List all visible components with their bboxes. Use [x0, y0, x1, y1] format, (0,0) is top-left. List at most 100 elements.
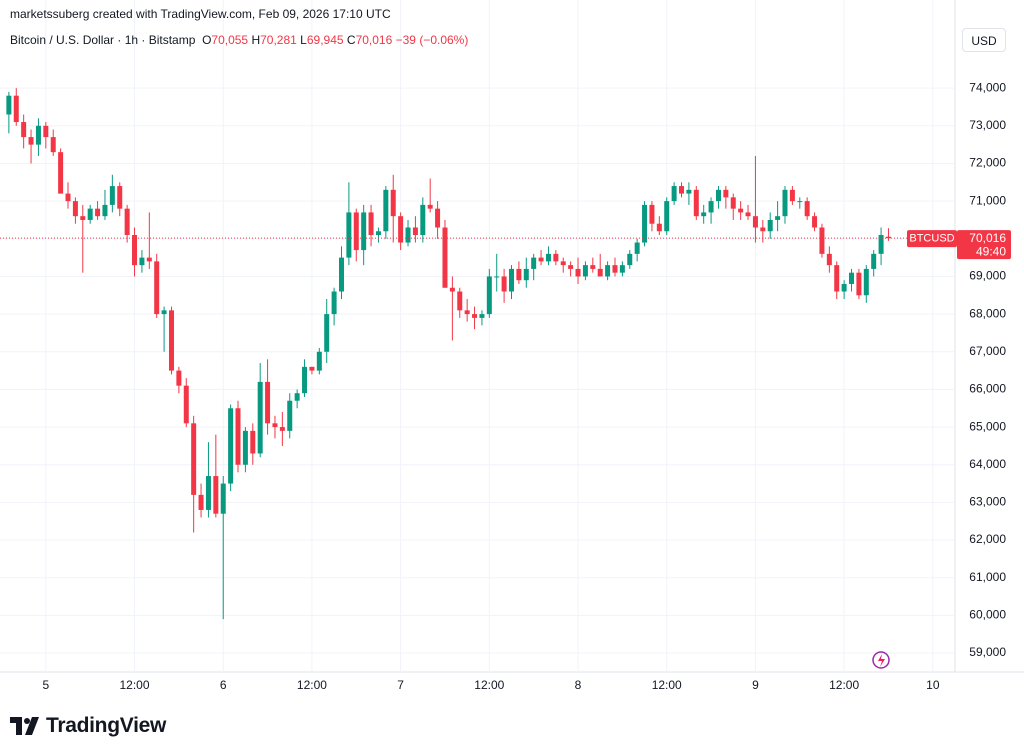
- candle-body: [65, 193, 71, 202]
- candle-body: [390, 189, 396, 217]
- y-tick-label: 64,000: [969, 457, 1006, 471]
- x-tick-label: 10: [926, 678, 940, 692]
- candle-body: [353, 212, 359, 251]
- candle-body: [302, 366, 308, 394]
- ohlc-value: 70,055: [211, 33, 249, 47]
- candle-body: [213, 476, 219, 514]
- candle-body: [161, 310, 167, 315]
- candle-body: [605, 265, 611, 277]
- candle-body: [13, 95, 19, 123]
- candle-body: [294, 393, 300, 401]
- candle-body: [568, 265, 574, 269]
- candle-body: [649, 204, 655, 224]
- candle-body: [501, 276, 507, 292]
- candle-body: [412, 227, 418, 236]
- candle-body: [715, 189, 721, 202]
- candle-body: [701, 212, 707, 217]
- ohlc-letter: O: [202, 33, 212, 47]
- candle-body: [117, 186, 123, 209]
- candle-body: [72, 201, 78, 217]
- candle-body: [316, 351, 322, 371]
- candle-body: [582, 265, 588, 277]
- ohlc-letter: C: [346, 33, 356, 47]
- candle-body: [516, 268, 522, 281]
- brand-logo: [10, 717, 39, 735]
- candle-body: [205, 476, 211, 510]
- ohlc-value: 69,945: [306, 33, 344, 47]
- candle-body: [708, 201, 714, 213]
- candle-body: [139, 257, 145, 266]
- candle-body: [693, 189, 699, 217]
- candle-body: [124, 208, 130, 236]
- candle-body: [634, 242, 640, 254]
- y-tick-label: 66,000: [969, 382, 1006, 396]
- candle-body: [760, 227, 766, 232]
- x-tick-label: 12:00: [297, 678, 327, 692]
- candle-body: [627, 253, 633, 266]
- candle-body: [331, 291, 337, 315]
- candle-body: [375, 231, 381, 236]
- candle-body: [545, 253, 551, 262]
- candle-body: [435, 208, 441, 228]
- candle-body: [35, 125, 41, 145]
- candle-body: [812, 216, 818, 228]
- y-tick-label: 59,000: [969, 645, 1006, 659]
- candle-body: [612, 265, 618, 273]
- candle-body: [494, 276, 500, 278]
- y-tick-label: 68,000: [969, 306, 1006, 320]
- candle-body: [58, 152, 64, 194]
- candle-body: [287, 400, 293, 431]
- candle-body: [671, 186, 677, 202]
- brand-name: TradingView: [46, 714, 167, 737]
- candle-body: [457, 291, 463, 311]
- candle-body: [679, 186, 685, 194]
- y-tick-label: 69,000: [969, 269, 1006, 283]
- candle-body: [257, 381, 263, 454]
- candle-body: [738, 208, 744, 213]
- candle-body: [531, 257, 537, 269]
- candle-body: [368, 212, 374, 236]
- y-tick-label: 74,000: [969, 80, 1006, 94]
- x-tick-label: 6: [220, 678, 227, 692]
- candle-body: [191, 423, 197, 495]
- ohlc-value: 70,016: [355, 33, 393, 47]
- candle-body: [723, 189, 729, 198]
- ohlc-letter: L: [300, 33, 307, 47]
- candle-body: [486, 276, 492, 315]
- candle-body: [220, 483, 226, 514]
- candle-body: [464, 310, 470, 315]
- candle-body: [235, 408, 241, 465]
- candle-body: [21, 122, 27, 138]
- candle-body: [346, 212, 352, 258]
- y-tick-label: 67,000: [969, 344, 1006, 358]
- candle-body: [656, 223, 662, 232]
- countdown: 49:40: [976, 244, 1006, 258]
- candle-body: [745, 212, 751, 217]
- symbol: Bitcoin / U.S. Dollar · 1h · Bitstamp: [10, 33, 196, 47]
- chart: 59,000 60,000 61,000 62,000 63,000 64,000 65,0…: [0, 0, 1024, 692]
- y-tick-label: 73,000: [969, 118, 1006, 132]
- price-tag: [957, 230, 1011, 260]
- candle-body: [102, 204, 108, 217]
- currency-button[interactable]: USD: [962, 28, 1006, 52]
- y-tick-label: 65,000: [969, 419, 1006, 433]
- candle-body: [849, 272, 855, 284]
- candle-body: [619, 265, 625, 273]
- price-tag-label: 70,016: [969, 231, 1006, 245]
- candle-body: [590, 265, 596, 269]
- candle-body: [523, 268, 529, 281]
- candle-body: [538, 257, 544, 262]
- candle-body: [575, 268, 581, 277]
- change: −39 (−0.06%): [395, 33, 469, 47]
- candle-body: [28, 137, 34, 145]
- candle-body: [228, 408, 234, 484]
- candle-body: [338, 257, 344, 292]
- ohlc-value: 70,281: [260, 33, 297, 47]
- candle-body: [819, 227, 825, 254]
- candle-body: [198, 494, 204, 510]
- candle-body: [871, 253, 877, 269]
- x-tick-label: 5: [42, 678, 49, 692]
- candle-body: [324, 314, 330, 352]
- x-tick-label: 7: [397, 678, 404, 692]
- status-icon: [872, 651, 890, 669]
